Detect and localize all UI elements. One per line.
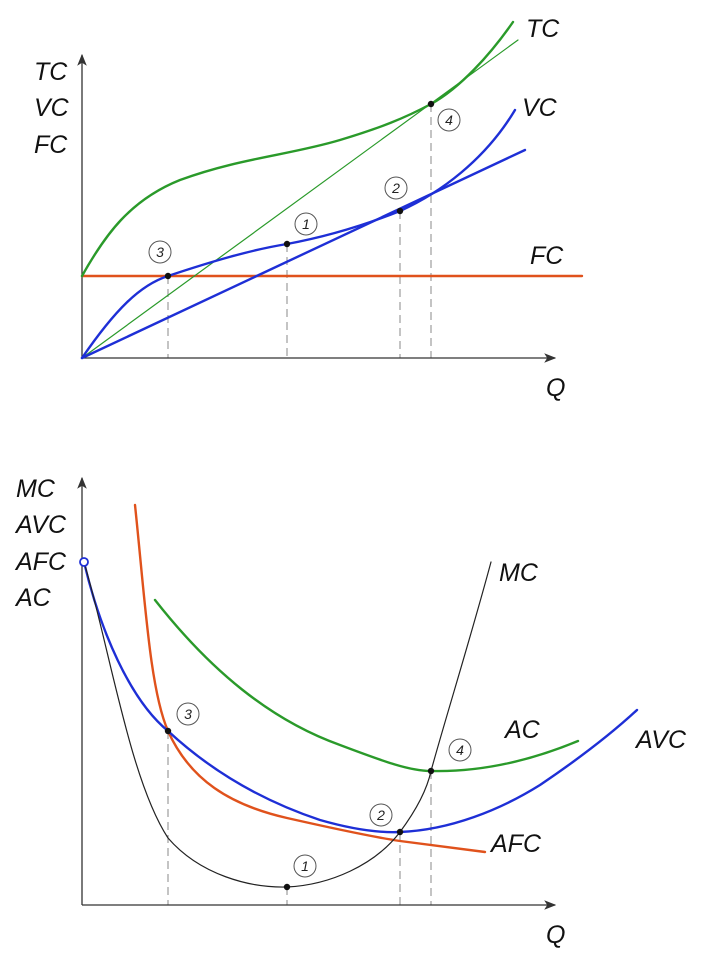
vc-label: VC [522, 94, 558, 122]
tc-label: TC [526, 15, 560, 43]
bottom-y-label-avc: AVC [14, 511, 67, 539]
bottom-point-marker-4: 4 [448, 738, 472, 762]
top-panel: 3 1 2 4 TC VC FC Q TC VC FC [34, 15, 584, 402]
mc-label: MC [499, 559, 539, 587]
avc-label: AVC [634, 726, 687, 754]
top-dot-3 [164, 272, 172, 280]
bottom-point-marker-3: 3 [176, 702, 200, 726]
afc-label: AFC [489, 830, 542, 858]
vc-tangent-ray [80, 148, 527, 360]
ac-label: AC [503, 716, 541, 744]
top-point-label-4: 4 [445, 112, 453, 128]
top-x-label: Q [546, 374, 565, 402]
fc-label: FC [530, 242, 564, 270]
bottom-point-label-2: 2 [376, 807, 385, 823]
top-point-marker-2: 2 [384, 176, 408, 200]
bottom-point-marker-1: 1 [293, 854, 317, 878]
bottom-point-label-3: 3 [184, 706, 192, 722]
bottom-dot-4 [427, 767, 435, 775]
afc-curve [133, 503, 487, 854]
top-point-label-1: 1 [302, 216, 310, 232]
bottom-dot-1 [283, 883, 291, 891]
bottom-y-label-ac: AC [14, 584, 52, 612]
bottom-y-label-afc: AFC [14, 548, 67, 576]
top-y-label-fc: FC [34, 131, 68, 159]
ac-curve [153, 598, 580, 773]
avc-curve [82, 560, 639, 834]
bottom-y-label-mc: MC [16, 475, 56, 503]
top-dot-4 [427, 100, 435, 108]
bottom-x-label: Q [546, 921, 565, 949]
top-point-label-2: 2 [391, 180, 400, 196]
top-point-label-3: 3 [156, 244, 164, 260]
tc-curve [80, 20, 515, 278]
bottom-dot-2 [396, 828, 404, 836]
top-point-marker-1: 1 [294, 212, 318, 236]
bottom-dot-3 [164, 727, 172, 735]
top-point-marker-3: 3 [148, 240, 172, 264]
top-dot-2 [396, 207, 404, 215]
tc-tangent-ray [81, 39, 519, 359]
top-dot-1 [283, 240, 291, 248]
bottom-point-label-4: 4 [456, 742, 464, 758]
top-y-label-tc: TC [34, 58, 68, 86]
vc-curve [80, 108, 517, 360]
bottom-point-label-1: 1 [301, 858, 309, 874]
bottom-panel: 3 1 2 4 MC AVC AFC AC Q MC AC AVC AFC [14, 475, 687, 949]
mc-curve [83, 561, 492, 888]
bottom-point-marker-2: 2 [369, 803, 393, 827]
top-y-label-vc: VC [34, 94, 70, 122]
bottom-start-circle [79, 557, 89, 567]
top-point-marker-4: 4 [437, 108, 461, 132]
